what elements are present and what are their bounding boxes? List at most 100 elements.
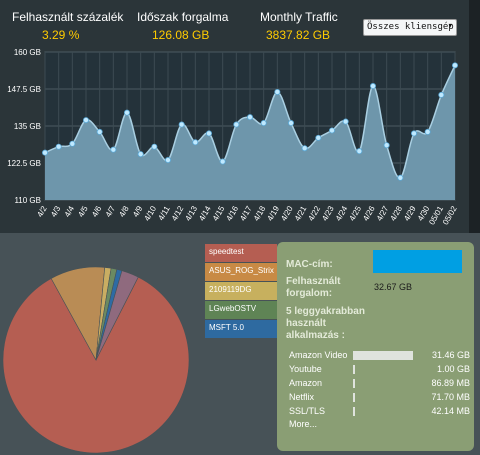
x-tick-label: 4/10 [142, 204, 158, 222]
x-tick-label: 4/5 [76, 204, 90, 219]
legend-item-2109119dg[interactable]: 2109119DG [205, 282, 277, 300]
app-name: SSL/TLS [289, 406, 326, 416]
x-tick-label: 4/8 [117, 204, 131, 219]
y-tick-label: 110 GB [14, 196, 41, 205]
app-usage-bar [353, 351, 413, 360]
data-point [246, 114, 253, 121]
monthly-traffic-value: 3837.82 GB [266, 28, 331, 42]
legend-label: speedtest [209, 247, 244, 256]
data-point [96, 128, 103, 135]
app-name: Amazon Video [289, 350, 348, 360]
data-point [110, 146, 117, 153]
x-tick-label: 4/27 [375, 204, 391, 222]
client-select[interactable]: Összes kliensgép ▾ [363, 19, 457, 36]
app-value: 71.70 MB [431, 392, 470, 402]
legend-label: ASUS_ROG_Strix [209, 266, 274, 275]
data-point [219, 158, 226, 165]
x-tick-label: 4/18 [252, 204, 268, 222]
data-point [124, 109, 131, 116]
top-apps-label: 5 leggyakrabban használt alkalmazás : [286, 306, 365, 341]
x-tick-label: 4/16 [224, 204, 240, 222]
x-tick-label: 05/02 [441, 204, 459, 226]
x-tick-label: 4/23 [320, 204, 336, 222]
traffic-chart: 160 GB 147.5 GB 135 GB 122.5 GB 110 GB4/2 4/3… [7, 48, 459, 226]
data-point [178, 121, 185, 128]
app-name: Netflix [289, 392, 315, 402]
usage-percent-label: Felhasznált százalék [12, 10, 124, 24]
data-point [342, 118, 349, 125]
x-tick-label: 4/20 [279, 204, 295, 222]
app-usage-bar [353, 365, 355, 374]
pie-slice [95, 270, 139, 361]
data-point [410, 130, 417, 137]
y-tick-label: 122.5 GB [7, 159, 41, 168]
client-details-panel: MAC-cím: Felhasznált forgalom: 32.67 GB … [277, 242, 474, 451]
data-point [164, 157, 171, 164]
y-tick-label: 160 GB [14, 48, 41, 57]
x-tick-label: 4/3 [49, 204, 63, 219]
x-tick-label: 4/11 [156, 204, 172, 222]
app-value: 86.89 MB [431, 378, 470, 388]
data-point [383, 142, 390, 149]
app-usage-bar [353, 393, 355, 402]
data-point [260, 120, 267, 127]
used-traffic-value: 32.67 GB [374, 282, 413, 292]
legend-label: LGwebOSTV [209, 304, 257, 313]
legend-label: MSFT 5.0 [209, 323, 244, 332]
data-point [301, 145, 308, 152]
legend-item-msft[interactable]: MSFT 5.0 [205, 320, 277, 338]
chevron-down-icon: ▾ [447, 21, 453, 31]
x-tick-label: 4/7 [104, 204, 118, 219]
usage-percent-value: 3.29 % [42, 28, 80, 42]
used-traffic-label: Felhasznált forgalom: [286, 276, 341, 299]
legend-item-lgwebostv[interactable]: LGwebOSTV [205, 301, 277, 319]
app-value: 1.00 GB [436, 364, 470, 374]
data-point [137, 151, 144, 158]
x-tick-label: 4/13 [183, 204, 199, 222]
series-area [45, 65, 455, 200]
client-select-value: Összes kliensgép [367, 22, 454, 32]
app-usage-bar [353, 407, 355, 416]
app-name: Youtube [289, 364, 322, 374]
mac-address-value [373, 250, 462, 273]
x-tick-label: 4/26 [361, 204, 377, 222]
client-pie-chart [2, 266, 190, 454]
x-tick-label: 4/12 [170, 204, 186, 222]
x-tick-label: 4/2 [35, 204, 49, 219]
period-traffic-value: 126.08 GB [152, 28, 210, 42]
data-point [287, 120, 294, 127]
scrollbar[interactable] [469, 0, 480, 233]
data-point [69, 140, 76, 147]
x-tick-label: 4/24 [334, 204, 350, 222]
data-point [369, 83, 376, 90]
data-point [438, 91, 445, 98]
data-point [42, 149, 49, 156]
x-tick-label: 4/6 [90, 204, 104, 219]
data-point [451, 62, 458, 69]
mac-label: MAC-cím: [286, 259, 333, 270]
data-point [83, 117, 90, 124]
legend-item-speedtest[interactable]: speedtest [205, 244, 277, 262]
legend-item-asus-rog-strix[interactable]: ASUS_ROG_Strix [205, 263, 277, 281]
legend-label: 2109119DG [209, 285, 252, 294]
app-usage-bar [353, 379, 355, 388]
data-point [397, 174, 404, 181]
data-point [356, 148, 363, 155]
data-point [328, 127, 335, 134]
data-point [315, 134, 322, 141]
x-tick-label: 4/29 [402, 204, 418, 222]
x-tick-label: 4/19 [265, 204, 281, 222]
data-point [424, 128, 431, 135]
x-tick-label: 4/22 [306, 204, 322, 222]
data-point [274, 88, 281, 95]
more-apps-link[interactable]: More... [289, 419, 318, 429]
x-tick-label: 4/25 [347, 204, 363, 222]
data-point [192, 139, 199, 146]
y-tick-label: 135 GB [14, 122, 41, 131]
x-tick-label: 4/21 [293, 204, 309, 222]
period-traffic-label: Időszak forgalma [137, 10, 229, 24]
x-tick-label: 4/15 [211, 204, 227, 222]
app-value: 31.46 GB [431, 350, 470, 360]
pie-slice [2, 276, 190, 454]
y-tick-label: 147.5 GB [7, 85, 41, 94]
